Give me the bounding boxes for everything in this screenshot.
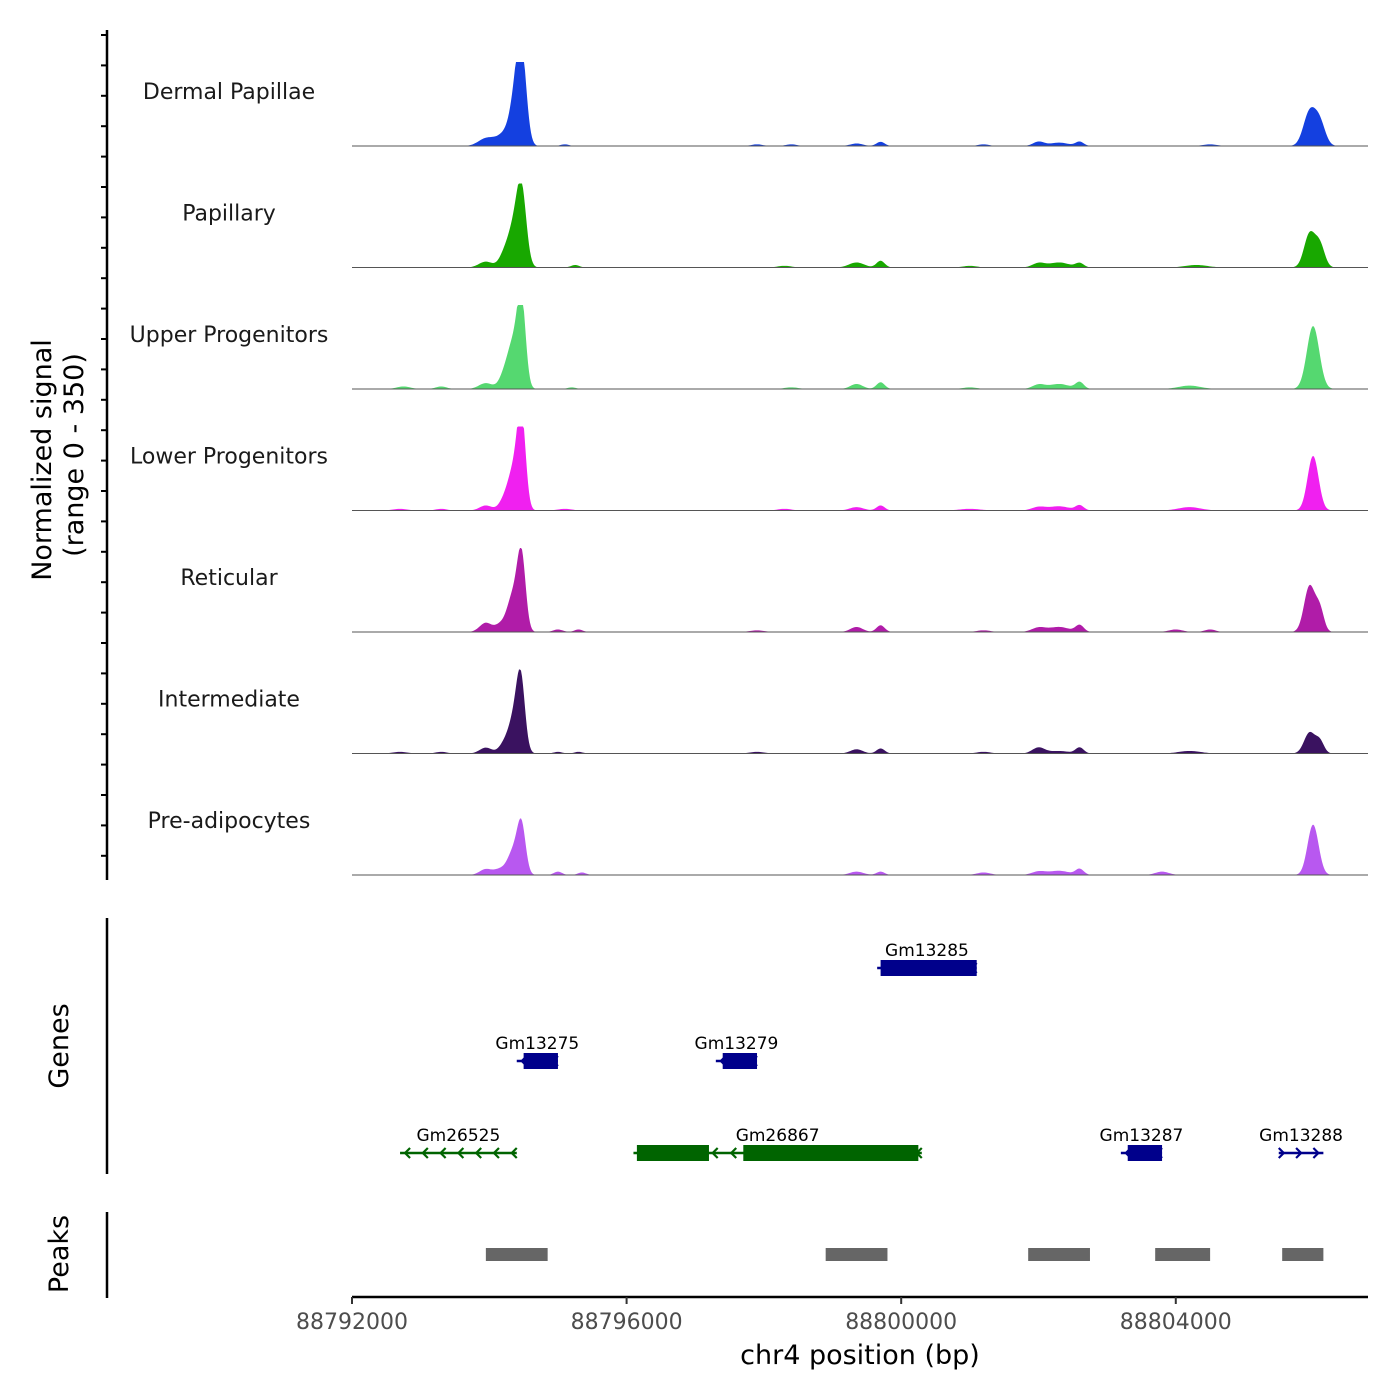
peaks-axis-title: Peaks: [44, 1215, 75, 1293]
gene-label: Gm26525: [416, 1126, 500, 1146]
signal-area: [352, 669, 1368, 754]
strand-arrow: [510, 1147, 518, 1159]
gene-gm26867: Gm26867: [633, 1126, 923, 1161]
x-axis-title: chr4 position (bp): [740, 1340, 980, 1371]
strand-arrow: [403, 1147, 411, 1159]
peak-track: [485, 1248, 1324, 1261]
gene-gm26525: Gm26525: [400, 1126, 518, 1159]
strand-arrow: [1277, 1147, 1286, 1159]
track-pre-adipocytes: Pre-adipocytes: [148, 809, 1368, 876]
strand-arrow: [492, 1147, 500, 1159]
gene-label: Gm13275: [495, 1034, 579, 1054]
gene-exon: [880, 960, 977, 976]
signal-area: [352, 818, 1368, 875]
genes-axis-title: Genes: [44, 1003, 75, 1088]
signal-area: [352, 548, 1368, 632]
gene-gm13287: Gm13287: [1100, 1126, 1184, 1161]
gene-label: Gm13287: [1100, 1126, 1184, 1146]
strand-arrow: [421, 1147, 429, 1159]
track-intermediate: Intermediate: [158, 669, 1368, 754]
track-label: Intermediate: [158, 688, 300, 713]
gene-label: Gm13279: [695, 1034, 779, 1054]
track-label: Upper Progenitors: [130, 323, 329, 348]
gene-gm13279: Gm13279: [695, 1034, 779, 1069]
strand-arrow: [729, 1147, 738, 1159]
peak-block: [1028, 1248, 1090, 1261]
signal-area: [352, 62, 1368, 146]
x-tick-label: 88800000: [845, 1310, 957, 1335]
track-papillary: Papillary: [182, 183, 1368, 268]
gene-exon: [523, 1053, 558, 1069]
track-label: Reticular: [180, 566, 278, 591]
track-label: Lower Progenitors: [130, 445, 328, 470]
strand-arrow: [474, 1147, 482, 1159]
peak-block: [1155, 1248, 1211, 1261]
gene-label: Gm26867: [736, 1126, 820, 1146]
peak-block: [1282, 1248, 1324, 1261]
signal-area: [352, 305, 1368, 389]
gene-track: Gm13285 Gm13275 Gm13279 Gm26525 Gm26867 Gm132…: [400, 941, 1343, 1161]
gene-exon: [743, 1145, 919, 1161]
x-tick-label: 88804000: [1120, 1310, 1232, 1335]
x-tick-label: 88792000: [296, 1310, 408, 1335]
signal-area: [352, 183, 1368, 268]
y-axis-title-line2: (range 0 - 350): [59, 353, 90, 557]
gene-exon: [636, 1145, 709, 1161]
signal-tracks: Dermal Papillae Papillary Upper Progenitor…: [130, 62, 1368, 876]
track-label: Papillary: [182, 202, 276, 227]
strand-arrow: [1312, 1147, 1320, 1159]
signal-y-axis-ticks: [101, 34, 107, 857]
strand-arrow: [711, 1147, 719, 1159]
strand-arrow: [1295, 1147, 1303, 1159]
x-axis-ticks: 88792000 88796000 88800000 88804000: [296, 1297, 1232, 1335]
strand-arrow: [439, 1147, 447, 1159]
gene-label: Gm13288: [1259, 1126, 1343, 1146]
track-lower-progenitors: Lower Progenitors: [130, 426, 1368, 511]
gene-exon: [1127, 1145, 1163, 1161]
track-label: Pre-adipocytes: [148, 809, 311, 834]
y-axis-title-line1: Normalized signal: [27, 339, 58, 581]
gene-gm13275: Gm13275: [495, 1034, 579, 1069]
gene-gm13285: Gm13285: [877, 941, 978, 976]
x-tick-label: 88796000: [571, 1310, 683, 1335]
track-reticular: Reticular: [180, 548, 1368, 633]
track-dermal-papillae: Dermal Papillae: [143, 62, 1368, 147]
gene-exon: [722, 1053, 758, 1069]
peak-block: [485, 1248, 548, 1261]
gene-gm13288: Gm13288: [1259, 1126, 1343, 1159]
gene-label: Gm13285: [885, 941, 969, 961]
track-label: Dermal Papillae: [143, 80, 315, 105]
peak-block: [825, 1248, 888, 1261]
track-upper-progenitors: Upper Progenitors: [130, 305, 1368, 390]
strand-arrow: [456, 1147, 465, 1159]
signal-area: [352, 426, 1368, 511]
